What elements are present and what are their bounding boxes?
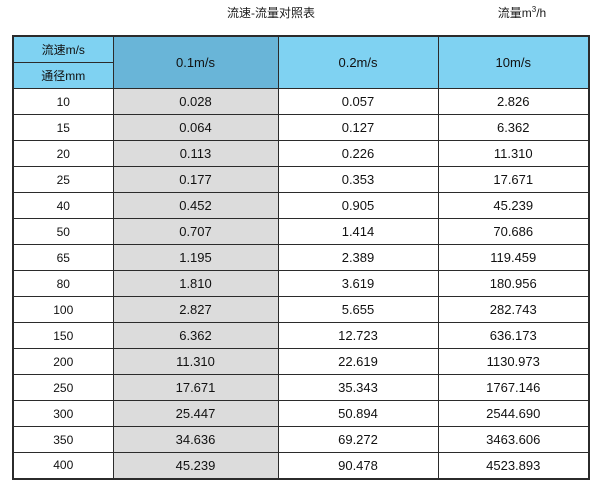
cell-flow-value: 0.028 xyxy=(112,88,279,115)
flow-unit-superscript: 3 xyxy=(531,5,537,14)
corner-diameter-label: 通径mm xyxy=(14,63,113,88)
cell-flow-value: 70.686 xyxy=(437,218,590,245)
flow-table-wrapper: 流速m/s 通径mm 0.1m/s 0.2m/s 10m/s 10 0.028 0.… xyxy=(12,35,590,480)
cell-flow-value: 119.459 xyxy=(437,244,590,271)
table-header-row: 流速m/s 通径mm 0.1m/s 0.2m/s 10m/s xyxy=(12,35,590,89)
cell-nominal-diameter: 150 xyxy=(12,322,114,349)
table-row: 10 0.028 0.057 2.826 xyxy=(12,88,590,115)
cell-flow-value: 1.414 xyxy=(277,218,439,245)
table-row: 65 1.195 2.389 119.459 xyxy=(12,244,590,271)
table-row: 250 17.671 35.343 1767.146 xyxy=(12,374,590,401)
table-row: 100 2.827 5.655 282.743 xyxy=(12,296,590,323)
cell-flow-value: 0.057 xyxy=(277,88,439,115)
cell-flow-value: 2.389 xyxy=(277,244,439,271)
table-row: 150 6.362 12.723 636.173 xyxy=(12,322,590,349)
cell-nominal-diameter: 10 xyxy=(12,88,114,115)
cell-flow-value: 45.239 xyxy=(437,192,590,219)
column-header-0: 0.1m/s xyxy=(112,35,279,89)
column-header-1: 0.2m/s xyxy=(277,35,439,89)
header-corner-cell: 流速m/s 通径mm xyxy=(12,35,114,89)
cell-flow-value: 17.671 xyxy=(112,374,279,401)
flow-unit-prefix: 流量m xyxy=(497,6,532,20)
chart-title: 流速-流量对照表 xyxy=(227,6,315,20)
cell-nominal-diameter: 200 xyxy=(12,348,114,375)
table-row: 80 1.810 3.619 180.956 xyxy=(12,270,590,297)
cell-flow-value: 0.226 xyxy=(277,140,439,167)
cell-flow-value: 6.362 xyxy=(437,114,590,141)
corner-stack: 流速m/s 通径mm xyxy=(14,37,113,88)
flow-unit-suffix: /h xyxy=(536,6,547,20)
table-row: 350 34.636 69.272 3463.606 xyxy=(12,426,590,453)
cell-flow-value: 1.195 xyxy=(112,244,279,271)
cell-flow-value: 35.343 xyxy=(277,374,439,401)
table-row: 20 0.113 0.226 11.310 xyxy=(12,140,590,167)
cell-flow-value: 180.956 xyxy=(437,270,590,297)
cell-flow-value: 25.447 xyxy=(112,400,279,427)
cell-flow-value: 0.353 xyxy=(277,166,439,193)
cell-flow-value: 50.894 xyxy=(277,400,439,427)
cell-nominal-diameter: 50 xyxy=(12,218,114,245)
cell-flow-value: 0.064 xyxy=(112,114,279,141)
table-row: 50 0.707 1.414 70.686 xyxy=(12,218,590,245)
cell-nominal-diameter: 250 xyxy=(12,374,114,401)
cell-flow-value: 69.272 xyxy=(277,426,439,453)
cell-flow-value: 5.655 xyxy=(277,296,439,323)
cell-flow-value: 6.362 xyxy=(112,322,279,349)
flow-velocity-table: 流速m/s 通径mm 0.1m/s 0.2m/s 10m/s 10 0.028 0.… xyxy=(12,35,590,480)
cell-flow-value: 0.127 xyxy=(277,114,439,141)
cell-flow-value: 22.619 xyxy=(277,348,439,375)
cell-flow-value: 0.177 xyxy=(112,166,279,193)
cell-nominal-diameter: 300 xyxy=(12,400,114,427)
cell-flow-value: 2.826 xyxy=(437,88,590,115)
table-body: 10 0.028 0.057 2.826 15 0.064 0.127 6.362 20 0.11… xyxy=(12,88,590,479)
caption-row: 流速-流量对照表 流量m3/h xyxy=(0,0,600,33)
table-row: 300 25.447 50.894 2544.690 xyxy=(12,400,590,427)
cell-nominal-diameter: 100 xyxy=(12,296,114,323)
cell-nominal-diameter: 80 xyxy=(12,270,114,297)
cell-flow-value: 0.113 xyxy=(112,140,279,167)
cell-flow-value: 12.723 xyxy=(277,322,439,349)
cell-flow-value: 1.810 xyxy=(112,270,279,297)
cell-nominal-diameter: 20 xyxy=(12,140,114,167)
table-row: 200 11.310 22.619 1130.973 xyxy=(12,348,590,375)
cell-flow-value: 282.743 xyxy=(437,296,590,323)
table-row: 40 0.452 0.905 45.239 xyxy=(12,192,590,219)
column-header-2: 10m/s xyxy=(437,35,590,89)
table-row: 25 0.177 0.353 17.671 xyxy=(12,166,590,193)
cell-flow-value: 3.619 xyxy=(277,270,439,297)
cell-flow-value: 11.310 xyxy=(437,140,590,167)
cell-flow-value: 17.671 xyxy=(437,166,590,193)
table-row: 15 0.064 0.127 6.362 xyxy=(12,114,590,141)
cell-flow-value: 11.310 xyxy=(112,348,279,375)
corner-velocity-label: 流速m/s xyxy=(14,37,113,63)
cell-nominal-diameter: 40 xyxy=(12,192,114,219)
cell-nominal-diameter: 15 xyxy=(12,114,114,141)
table-header: 流速m/s 通径mm 0.1m/s 0.2m/s 10m/s xyxy=(12,35,590,89)
cell-flow-value: 1130.973 xyxy=(437,348,590,375)
cell-nominal-diameter: 25 xyxy=(12,166,114,193)
cell-flow-value: 34.636 xyxy=(112,426,279,453)
cell-flow-value: 1767.146 xyxy=(437,374,590,401)
cell-flow-value: 0.707 xyxy=(112,218,279,245)
flow-unit-label: 流量m3/h xyxy=(452,5,592,21)
cell-flow-value: 2.827 xyxy=(112,296,279,323)
cell-flow-value: 3463.606 xyxy=(437,426,590,453)
cell-flow-value: 0.452 xyxy=(112,192,279,219)
cell-flow-value: 2544.690 xyxy=(437,400,590,427)
cell-flow-value: 0.905 xyxy=(277,192,439,219)
cell-nominal-diameter: 350 xyxy=(12,426,114,453)
cell-nominal-diameter: 65 xyxy=(12,244,114,271)
cell-flow-value: 636.173 xyxy=(437,322,590,349)
